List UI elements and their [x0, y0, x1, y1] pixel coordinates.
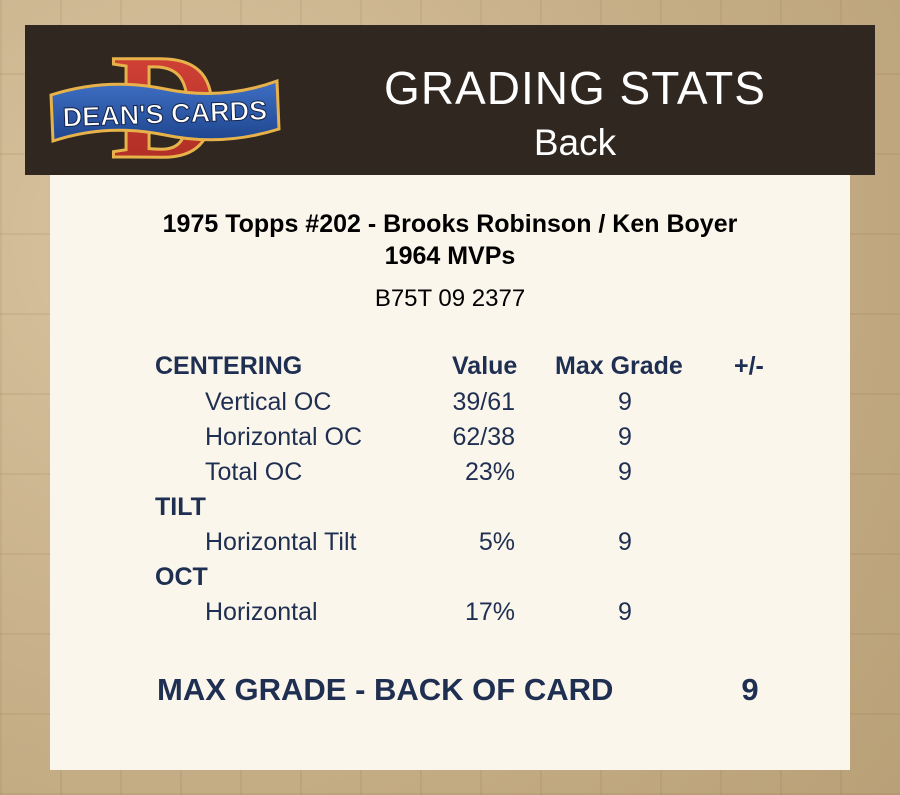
row-label: Total OC	[205, 458, 303, 486]
column-header-max-grade: Max Grade	[555, 352, 683, 380]
deans-cards-logo: D DEAN'S CARDS	[49, 37, 281, 165]
row-value: 39/61	[452, 388, 515, 416]
card-title-line1: 1975 Topps #202 - Brooks Robinson / Ken …	[162, 210, 738, 238]
card-title-line2: 1964 MVPs	[384, 242, 516, 270]
row-grade: 9	[618, 388, 632, 416]
stats-panel: 1975 Topps #202 - Brooks Robinson / Ken …	[50, 175, 850, 770]
cert-number: B75T 09 2377	[374, 285, 526, 312]
row-grade: 9	[618, 598, 632, 626]
section-tilt: TILT	[155, 493, 206, 521]
header-bar: D DEAN'S CARDS GRADING STATS Back	[25, 25, 875, 175]
page-subtitle: Back	[533, 122, 617, 163]
column-header-plus-minus: +/-	[734, 352, 764, 380]
column-header-value: Value	[452, 352, 518, 380]
row-value: 23%	[464, 458, 515, 486]
row-grade: 9	[618, 528, 632, 556]
row-label: Vertical OC	[205, 388, 332, 416]
section-centering: CENTERING	[155, 352, 303, 380]
page-title: GRADING STATS	[384, 62, 766, 114]
row-label: Horizontal	[205, 598, 318, 626]
row-grade: 9	[618, 458, 632, 486]
row-grade: 9	[618, 423, 632, 451]
row-value: 5%	[478, 528, 515, 556]
section-oct: OCT	[155, 563, 208, 591]
row-value: 62/38	[452, 423, 515, 451]
row-value: 17%	[464, 598, 515, 626]
max-grade-label: MAX GRADE - BACK OF CARD	[157, 672, 614, 707]
row-label: Horizontal Tilt	[205, 528, 357, 556]
row-label: Horizontal OC	[205, 423, 362, 451]
max-grade-value: 9	[741, 672, 759, 707]
